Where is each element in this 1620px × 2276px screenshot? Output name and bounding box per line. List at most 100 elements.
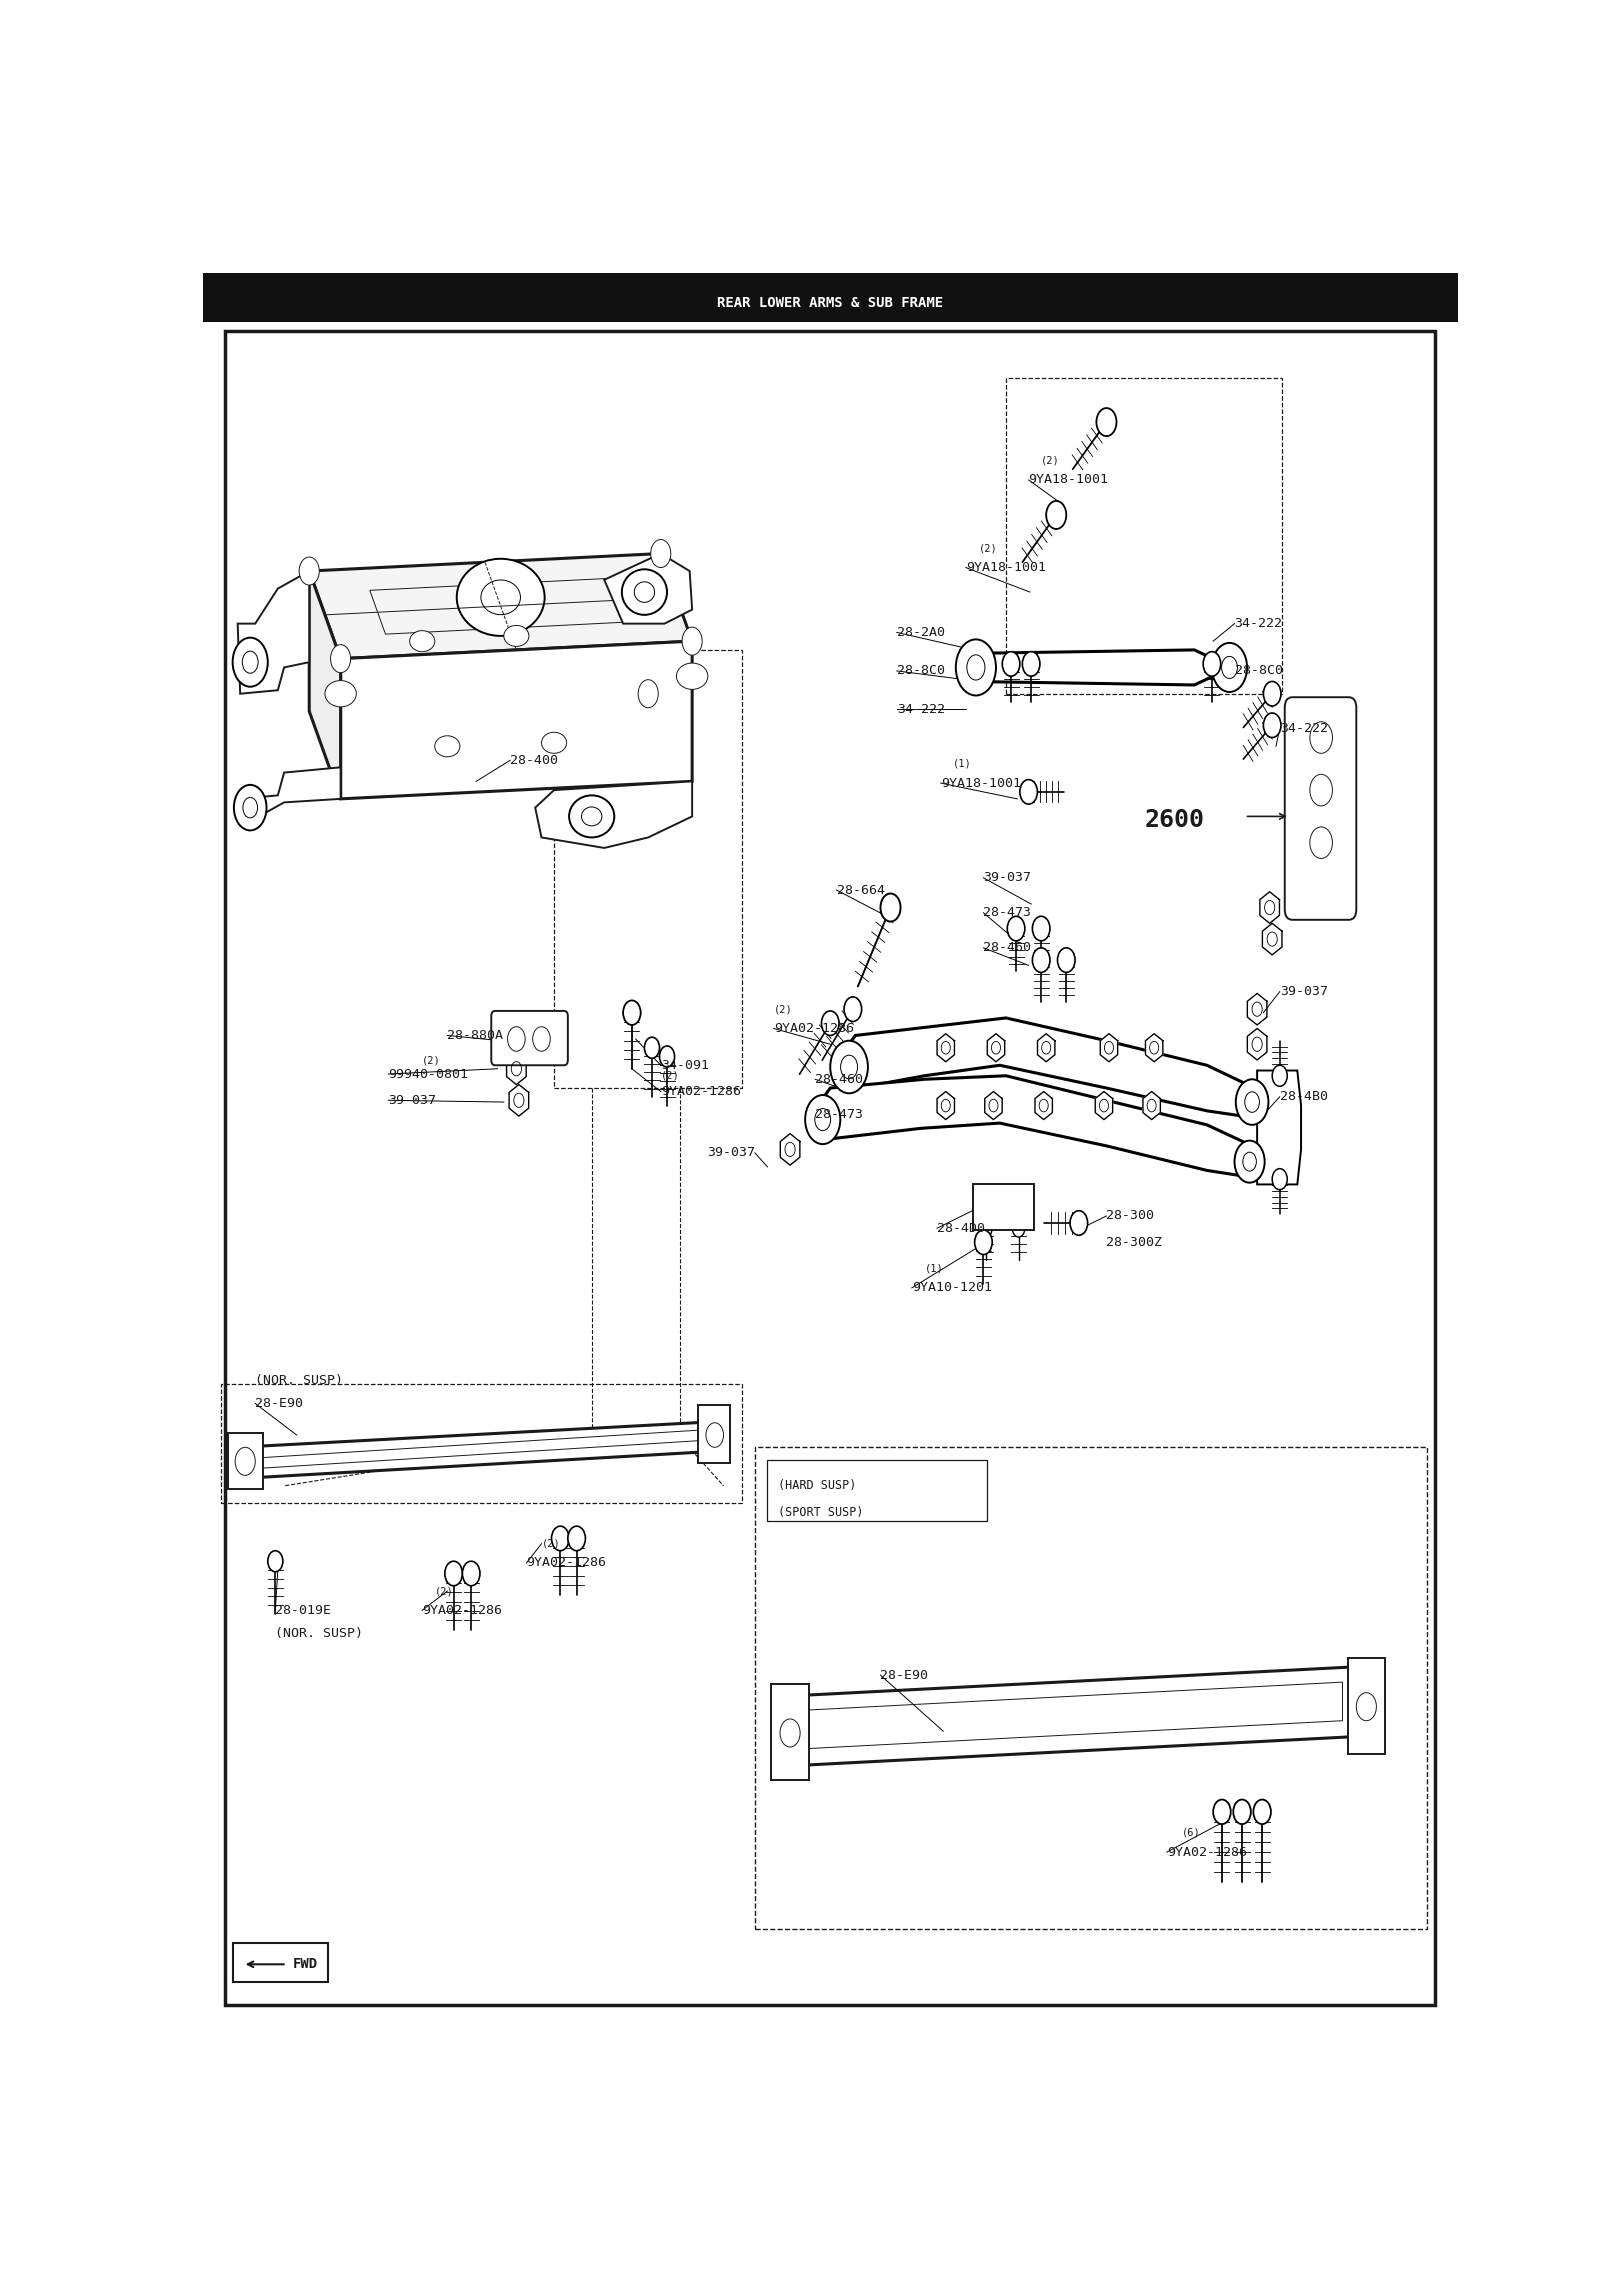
Text: (2): (2) (661, 1070, 679, 1081)
Circle shape (1311, 826, 1332, 858)
Polygon shape (309, 553, 692, 658)
Polygon shape (985, 1092, 1003, 1120)
Circle shape (507, 1026, 525, 1052)
Circle shape (1233, 1800, 1251, 1823)
Text: 9YA10-1201: 9YA10-1201 (912, 1281, 991, 1295)
Circle shape (1003, 651, 1021, 676)
Polygon shape (970, 651, 1231, 685)
Polygon shape (1247, 992, 1267, 1024)
Text: 28-460: 28-460 (815, 1072, 863, 1086)
Circle shape (1264, 681, 1281, 706)
Circle shape (1021, 781, 1037, 803)
Circle shape (1213, 1800, 1231, 1823)
Circle shape (651, 539, 671, 567)
FancyBboxPatch shape (491, 1011, 569, 1065)
Bar (1348, 1657, 1385, 1755)
Circle shape (624, 1001, 640, 1024)
Text: 28-473: 28-473 (815, 1108, 863, 1120)
Ellipse shape (956, 640, 996, 696)
Text: 28-880A: 28-880A (447, 1029, 504, 1042)
Text: 9YA18-1001: 9YA18-1001 (1029, 473, 1108, 487)
Polygon shape (1260, 892, 1280, 924)
Circle shape (1264, 712, 1281, 737)
Circle shape (844, 997, 862, 1022)
Text: 2600: 2600 (1144, 808, 1204, 833)
Text: (2): (2) (1042, 455, 1059, 467)
Polygon shape (340, 642, 692, 799)
Text: 39-037: 39-037 (1280, 986, 1328, 999)
Polygon shape (698, 1404, 729, 1463)
Ellipse shape (1234, 1140, 1265, 1184)
Circle shape (1311, 721, 1332, 753)
Circle shape (446, 1561, 462, 1586)
Text: 9YA02-1286: 9YA02-1286 (1166, 1846, 1247, 1859)
Polygon shape (604, 553, 692, 624)
Text: 28-473: 28-473 (983, 906, 1032, 920)
Ellipse shape (805, 1095, 841, 1145)
Text: 28-300Z: 28-300Z (1106, 1236, 1163, 1250)
Circle shape (300, 558, 319, 585)
Ellipse shape (457, 560, 544, 635)
Ellipse shape (504, 626, 528, 646)
Text: 9YA02-1286: 9YA02-1286 (661, 1086, 740, 1097)
Text: (NOR. SUSP): (NOR. SUSP) (256, 1375, 343, 1386)
Text: 28-8C0: 28-8C0 (897, 665, 944, 678)
Text: 39-037: 39-037 (706, 1147, 755, 1158)
Polygon shape (782, 1666, 1364, 1766)
Ellipse shape (233, 637, 267, 687)
Text: 39-037: 39-037 (389, 1095, 436, 1106)
Circle shape (975, 1229, 991, 1254)
Text: 28-4B0: 28-4B0 (1280, 1090, 1328, 1104)
Ellipse shape (1236, 1079, 1268, 1124)
Polygon shape (815, 1077, 1252, 1177)
Ellipse shape (829, 1040, 868, 1092)
Text: (1): (1) (925, 1263, 943, 1275)
Circle shape (1058, 947, 1076, 972)
Text: 34-222: 34-222 (897, 703, 944, 717)
Text: 28-019E: 28-019E (275, 1605, 332, 1616)
Text: 28-8C0: 28-8C0 (1234, 665, 1283, 678)
Circle shape (1204, 651, 1221, 676)
Text: (2): (2) (978, 544, 998, 553)
Polygon shape (987, 1033, 1004, 1061)
Circle shape (645, 1038, 659, 1058)
Bar (755, 1448, 1427, 1930)
Text: 28-400: 28-400 (510, 753, 559, 767)
Ellipse shape (410, 630, 434, 651)
Circle shape (551, 1527, 569, 1550)
Polygon shape (238, 571, 309, 694)
Circle shape (638, 681, 658, 708)
Polygon shape (1145, 1033, 1163, 1061)
Text: 28-460: 28-460 (983, 942, 1032, 954)
Text: 28-E90: 28-E90 (256, 1397, 303, 1411)
Bar (1006, 378, 1283, 694)
Circle shape (682, 628, 701, 655)
Text: (HARD SUSP): (HARD SUSP) (778, 1479, 855, 1493)
Circle shape (462, 1561, 480, 1586)
Polygon shape (1262, 924, 1281, 956)
Bar (768, 1459, 987, 1520)
Text: (1): (1) (953, 758, 972, 769)
Bar (974, 1184, 1034, 1229)
Circle shape (1012, 1220, 1025, 1238)
Circle shape (1022, 651, 1040, 676)
Polygon shape (1257, 1070, 1301, 1184)
Circle shape (1097, 407, 1116, 437)
Circle shape (267, 1550, 284, 1573)
FancyBboxPatch shape (1285, 696, 1356, 920)
Bar (233, 1944, 327, 1982)
Text: 28-2A0: 28-2A0 (897, 626, 944, 640)
Text: 9YA18-1001: 9YA18-1001 (941, 776, 1021, 790)
Circle shape (1071, 1211, 1087, 1236)
Polygon shape (1144, 1092, 1160, 1120)
Text: (2): (2) (423, 1056, 441, 1065)
Ellipse shape (622, 569, 667, 615)
Circle shape (980, 1220, 991, 1238)
Text: FWD: FWD (293, 1957, 318, 1971)
Ellipse shape (1212, 642, 1247, 692)
Polygon shape (936, 1092, 954, 1120)
Text: 34-091: 34-091 (661, 1058, 710, 1072)
Text: (2): (2) (541, 1539, 561, 1548)
Polygon shape (1247, 1029, 1267, 1061)
Circle shape (569, 1527, 585, 1550)
